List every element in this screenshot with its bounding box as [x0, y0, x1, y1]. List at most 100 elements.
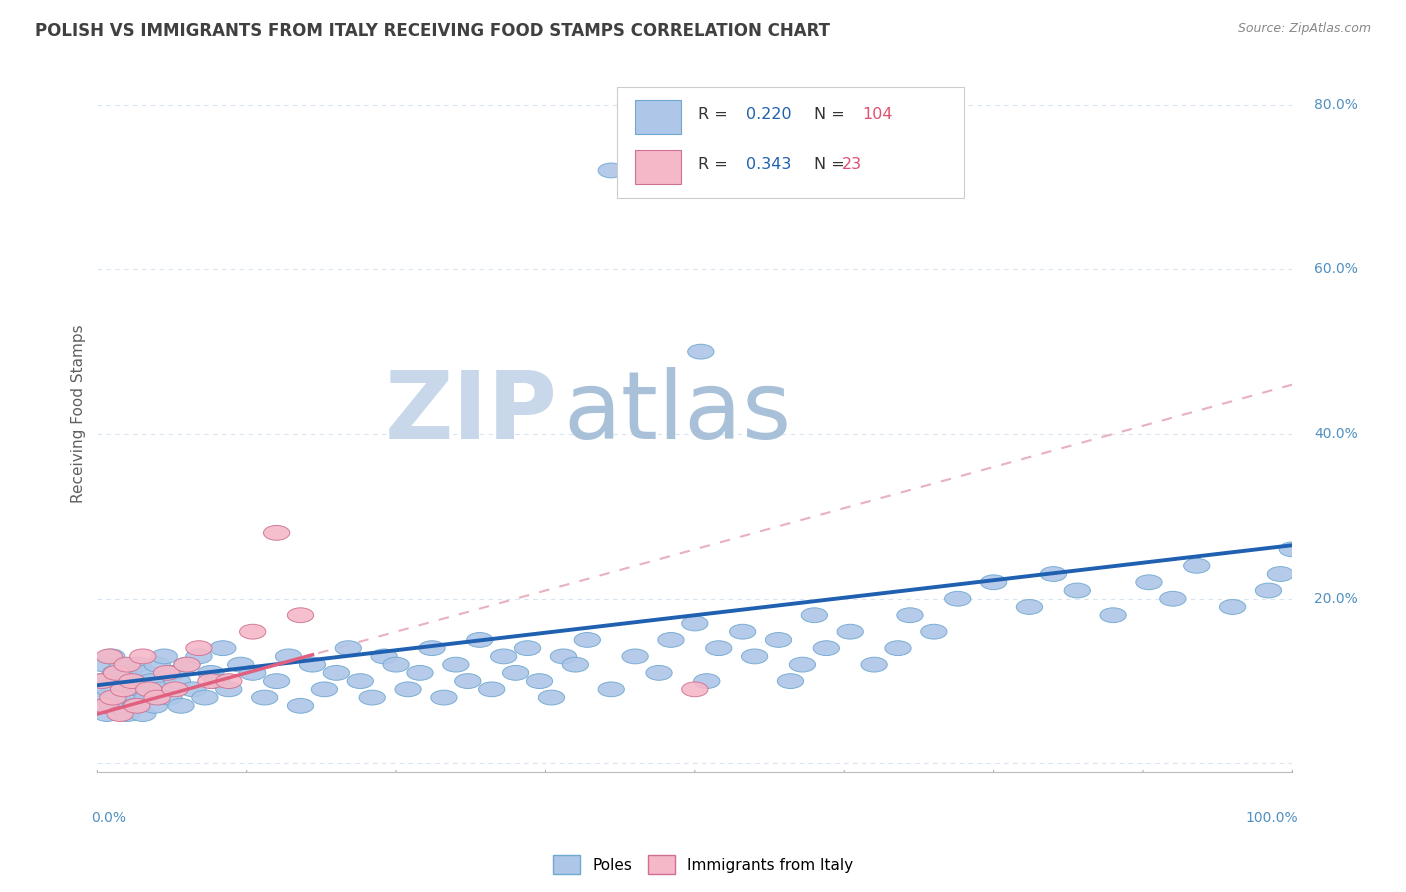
- Ellipse shape: [1267, 566, 1294, 582]
- Ellipse shape: [478, 681, 505, 697]
- Ellipse shape: [562, 657, 589, 672]
- Ellipse shape: [371, 649, 398, 664]
- Ellipse shape: [730, 624, 756, 639]
- Text: 0.0%: 0.0%: [91, 811, 127, 825]
- Ellipse shape: [135, 681, 162, 697]
- Ellipse shape: [143, 657, 170, 672]
- Ellipse shape: [198, 665, 224, 681]
- Y-axis label: Receiving Food Stamps: Receiving Food Stamps: [72, 324, 86, 503]
- Ellipse shape: [598, 681, 624, 697]
- Ellipse shape: [778, 673, 804, 689]
- Ellipse shape: [706, 640, 733, 656]
- Ellipse shape: [94, 706, 120, 722]
- Ellipse shape: [90, 690, 117, 705]
- Ellipse shape: [1064, 583, 1091, 598]
- Ellipse shape: [186, 640, 212, 656]
- FancyBboxPatch shape: [617, 87, 963, 198]
- Ellipse shape: [127, 681, 153, 697]
- Ellipse shape: [645, 665, 672, 681]
- Ellipse shape: [107, 706, 134, 722]
- Ellipse shape: [287, 698, 314, 714]
- Ellipse shape: [1040, 566, 1067, 582]
- Ellipse shape: [96, 649, 122, 664]
- Ellipse shape: [323, 665, 350, 681]
- Ellipse shape: [287, 607, 314, 623]
- Ellipse shape: [198, 673, 224, 689]
- Text: 104: 104: [862, 107, 893, 122]
- Ellipse shape: [142, 698, 167, 714]
- Ellipse shape: [335, 640, 361, 656]
- Ellipse shape: [103, 665, 128, 681]
- Ellipse shape: [1256, 583, 1282, 598]
- Bar: [636, 150, 681, 184]
- Ellipse shape: [111, 681, 136, 697]
- Ellipse shape: [502, 665, 529, 681]
- Ellipse shape: [108, 698, 135, 714]
- Ellipse shape: [98, 649, 125, 664]
- Ellipse shape: [215, 673, 242, 689]
- Ellipse shape: [263, 673, 290, 689]
- Ellipse shape: [138, 673, 165, 689]
- Text: 40.0%: 40.0%: [1313, 427, 1358, 441]
- Legend: Poles, Immigrants from Italy: Poles, Immigrants from Italy: [547, 849, 859, 880]
- Ellipse shape: [100, 698, 127, 714]
- Ellipse shape: [156, 690, 183, 705]
- Ellipse shape: [419, 640, 446, 656]
- Ellipse shape: [239, 624, 266, 639]
- Ellipse shape: [263, 525, 290, 541]
- Ellipse shape: [299, 657, 326, 672]
- Ellipse shape: [186, 649, 212, 664]
- Bar: [636, 100, 681, 134]
- Ellipse shape: [430, 690, 457, 705]
- Ellipse shape: [153, 665, 180, 681]
- Ellipse shape: [135, 690, 160, 705]
- Text: N =: N =: [814, 107, 845, 122]
- Ellipse shape: [180, 681, 207, 697]
- Text: 80.0%: 80.0%: [1313, 97, 1358, 112]
- Ellipse shape: [162, 681, 188, 697]
- Ellipse shape: [125, 657, 150, 672]
- Text: POLISH VS IMMIGRANTS FROM ITALY RECEIVING FOOD STAMPS CORRELATION CHART: POLISH VS IMMIGRANTS FROM ITALY RECEIVIN…: [35, 22, 830, 40]
- Text: 20.0%: 20.0%: [1313, 591, 1358, 606]
- Ellipse shape: [167, 698, 194, 714]
- Ellipse shape: [598, 163, 624, 178]
- Ellipse shape: [114, 657, 141, 672]
- Ellipse shape: [801, 607, 828, 623]
- Ellipse shape: [148, 681, 174, 697]
- Ellipse shape: [215, 681, 242, 697]
- Ellipse shape: [860, 657, 887, 672]
- Ellipse shape: [93, 698, 120, 714]
- Ellipse shape: [454, 673, 481, 689]
- Ellipse shape: [526, 673, 553, 689]
- Ellipse shape: [980, 574, 1007, 590]
- Ellipse shape: [897, 607, 924, 623]
- Ellipse shape: [789, 657, 815, 672]
- Ellipse shape: [103, 665, 129, 681]
- Ellipse shape: [87, 673, 114, 689]
- Ellipse shape: [574, 632, 600, 648]
- Ellipse shape: [228, 657, 254, 672]
- Ellipse shape: [515, 640, 541, 656]
- Ellipse shape: [443, 657, 470, 672]
- Ellipse shape: [174, 657, 200, 672]
- Ellipse shape: [105, 673, 132, 689]
- Ellipse shape: [347, 673, 374, 689]
- Ellipse shape: [165, 673, 191, 689]
- Ellipse shape: [129, 649, 156, 664]
- Ellipse shape: [1279, 542, 1306, 557]
- Ellipse shape: [174, 657, 200, 672]
- Ellipse shape: [132, 665, 159, 681]
- Text: 0.343: 0.343: [747, 157, 792, 172]
- Ellipse shape: [252, 690, 278, 705]
- Ellipse shape: [382, 657, 409, 672]
- Text: 0.220: 0.220: [747, 107, 792, 122]
- Ellipse shape: [765, 632, 792, 648]
- Ellipse shape: [150, 649, 177, 664]
- Ellipse shape: [921, 624, 948, 639]
- Ellipse shape: [837, 624, 863, 639]
- Ellipse shape: [239, 665, 266, 681]
- Ellipse shape: [621, 649, 648, 664]
- Text: R =: R =: [699, 157, 734, 172]
- Ellipse shape: [406, 665, 433, 681]
- Ellipse shape: [359, 690, 385, 705]
